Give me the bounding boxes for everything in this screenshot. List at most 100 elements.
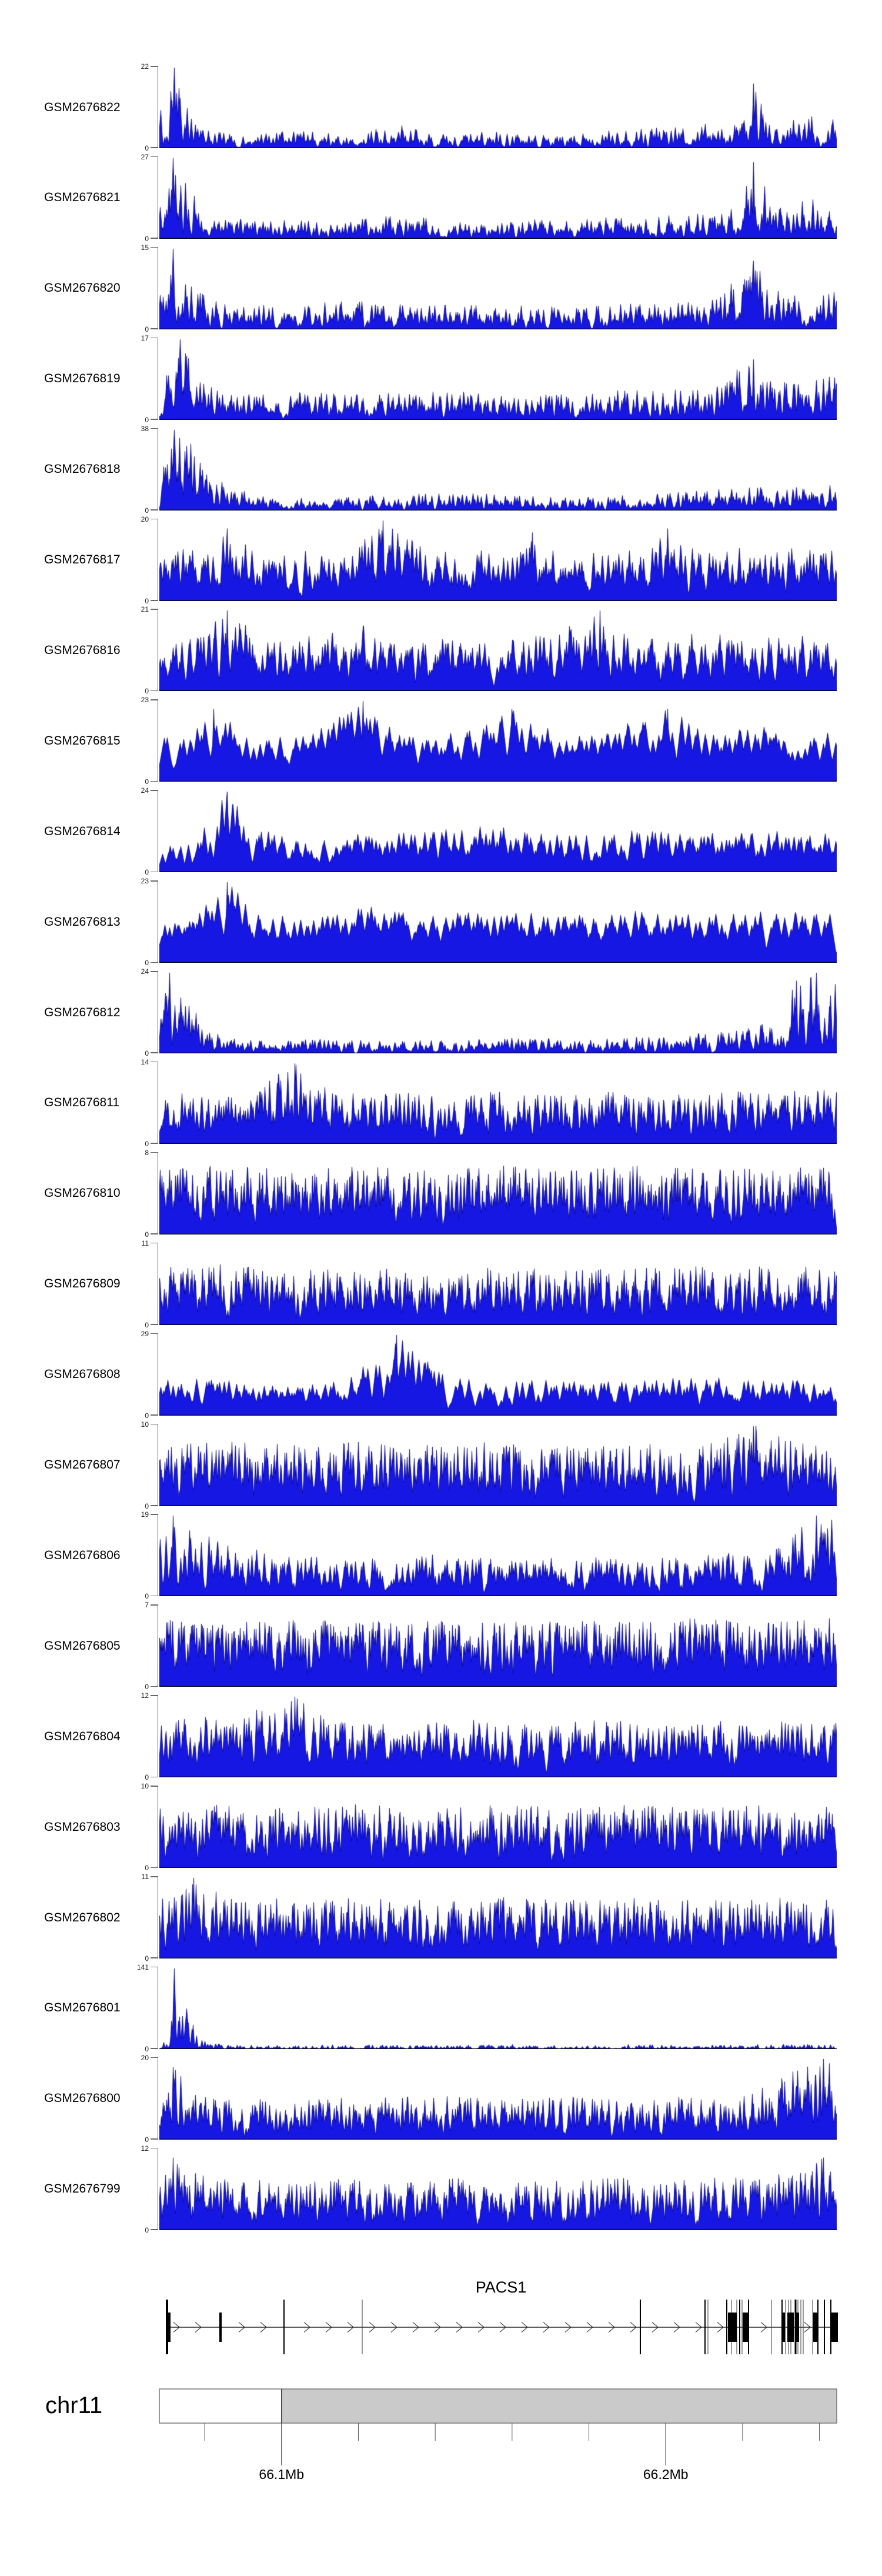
y-axis-top-tick xyxy=(151,2147,158,2149)
data-track: GSM2676816 21 0 xyxy=(0,605,882,695)
track-histogram xyxy=(159,1152,837,1234)
y-axis-bottom-tick xyxy=(151,419,158,420)
track-label: GSM2676817 xyxy=(44,553,121,566)
y-axis-top-tick xyxy=(151,1695,158,1696)
track-label: GSM2676799 xyxy=(44,2182,121,2196)
track-histogram xyxy=(159,1333,837,1416)
y-axis-zero-label: 0 xyxy=(145,144,149,152)
track-histogram xyxy=(159,247,837,329)
chromosome-label: chr11 xyxy=(45,2393,103,2418)
y-axis-top-tick xyxy=(151,1152,158,1153)
genome-axis xyxy=(159,2388,837,2465)
track-label: GSM2676805 xyxy=(44,1639,121,1653)
track-histogram xyxy=(159,428,837,510)
data-track: GSM2676803 10 0 xyxy=(0,1782,882,1872)
y-axis-zero-label: 0 xyxy=(145,1049,149,1057)
track-histogram xyxy=(159,1877,837,1958)
track-label: GSM2676821 xyxy=(44,191,121,205)
y-axis-top-tick xyxy=(151,337,158,339)
y-axis-top-tick xyxy=(151,1604,158,1606)
y-axis-zero-label: 0 xyxy=(145,2044,149,2053)
y-axis-max-label: 24 xyxy=(141,786,149,795)
track-label: GSM2676820 xyxy=(44,281,121,295)
y-axis-top-tick xyxy=(151,66,158,67)
y-axis-top-tick xyxy=(151,1242,158,1244)
track-histogram xyxy=(159,156,837,239)
y-axis-bottom-tick xyxy=(151,1686,158,1687)
y-axis-max-label: 20 xyxy=(141,515,149,523)
y-axis-zero-label: 0 xyxy=(145,2225,149,2234)
y-axis-max-label: 38 xyxy=(141,424,149,433)
y-axis-zero-label: 0 xyxy=(145,1592,149,1601)
track-histogram xyxy=(159,1786,837,1868)
y-axis-bottom-tick xyxy=(151,1867,158,1868)
track-histogram xyxy=(159,609,837,692)
y-axis-bottom-tick xyxy=(151,2138,158,2140)
y-axis-top-tick xyxy=(151,156,158,158)
y-axis-max-label: 15 xyxy=(141,243,149,252)
y-axis-bottom-tick xyxy=(151,238,158,239)
data-track: GSM2676821 27 0 xyxy=(0,153,882,243)
y-axis-zero-label: 0 xyxy=(145,1411,149,1420)
y-axis-bottom-tick xyxy=(151,1595,158,1597)
track-histogram xyxy=(159,1062,837,1144)
y-axis-zero-label: 0 xyxy=(145,778,149,786)
track-histogram xyxy=(159,338,837,420)
y-axis-top-tick xyxy=(151,1333,158,1334)
y-axis-max-label: 21 xyxy=(141,605,149,614)
data-track: GSM2676799 12 0 xyxy=(0,2144,882,2234)
track-histogram xyxy=(159,1424,837,1506)
track-histogram xyxy=(159,1967,837,2049)
track-histogram xyxy=(159,881,837,963)
y-axis-max-label: 10 xyxy=(141,1420,149,1429)
data-track: GSM2676814 24 0 xyxy=(0,786,882,876)
data-track: GSM2676822 22 0 xyxy=(0,62,882,152)
y-axis-bottom-tick xyxy=(151,328,158,329)
y-axis-max-label: 10 xyxy=(141,1782,149,1791)
track-label: GSM2676812 xyxy=(44,1005,121,1019)
y-axis-zero-label: 0 xyxy=(145,506,149,515)
track-label: GSM2676809 xyxy=(44,1277,121,1291)
track-label: GSM2676808 xyxy=(44,1367,121,1382)
track-label: GSM2676811 xyxy=(44,1096,120,1110)
track-histogram xyxy=(159,972,837,1053)
track-label: GSM2676803 xyxy=(44,1820,121,1834)
data-track: GSM2676811 14 0 xyxy=(0,1058,882,1148)
y-axis-zero-label: 0 xyxy=(145,687,149,696)
y-axis-max-label: 14 xyxy=(141,1057,149,1066)
track-histogram xyxy=(159,66,837,148)
y-axis-bottom-tick xyxy=(151,1957,158,1958)
y-axis-top-tick xyxy=(151,518,158,520)
track-label: GSM2676810 xyxy=(44,1186,121,1200)
y-axis-zero-label: 0 xyxy=(145,868,149,877)
y-axis-max-label: 27 xyxy=(141,152,149,161)
y-axis-zero-label: 0 xyxy=(145,2135,149,2144)
y-axis-top-tick xyxy=(151,1966,158,1968)
y-axis-bottom-tick xyxy=(151,509,158,510)
y-axis-zero-label: 0 xyxy=(145,959,149,967)
y-axis-bottom-tick xyxy=(151,1052,158,1053)
y-axis-max-label: 22 xyxy=(141,62,149,71)
data-track: GSM2676820 15 0 xyxy=(0,243,882,333)
data-track: GSM2676801 141 0 xyxy=(0,1963,882,2053)
y-axis-bottom-tick xyxy=(151,2048,158,2049)
y-axis-bottom-tick xyxy=(151,962,158,963)
y-axis-top-tick xyxy=(151,1876,158,1877)
y-axis-zero-label: 0 xyxy=(145,1864,149,1873)
track-label: GSM2676822 xyxy=(44,100,121,114)
track-label: GSM2676807 xyxy=(44,1458,121,1471)
y-axis-top-tick xyxy=(151,609,158,610)
y-axis-top-tick xyxy=(151,1423,158,1425)
data-track: GSM2676817 20 0 xyxy=(0,515,882,605)
y-axis-zero-label: 0 xyxy=(145,1683,149,1691)
y-axis-bottom-tick xyxy=(151,147,158,148)
track-label: GSM2676815 xyxy=(44,733,121,748)
y-axis-max-label: 29 xyxy=(141,1329,149,1338)
y-axis-bottom-tick xyxy=(151,1233,158,1234)
y-axis-zero-label: 0 xyxy=(145,415,149,424)
y-axis-max-label: 12 xyxy=(141,2144,149,2153)
data-track: GSM2676802 11 0 xyxy=(0,1873,882,1963)
track-histogram xyxy=(159,700,837,782)
y-axis-max-label: 23 xyxy=(141,696,149,705)
y-axis-bottom-tick xyxy=(151,2229,158,2230)
